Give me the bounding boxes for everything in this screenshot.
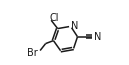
Text: N: N bbox=[94, 32, 101, 42]
Text: Br: Br bbox=[27, 48, 38, 58]
Text: Cl: Cl bbox=[49, 13, 59, 23]
Text: N: N bbox=[71, 21, 79, 31]
